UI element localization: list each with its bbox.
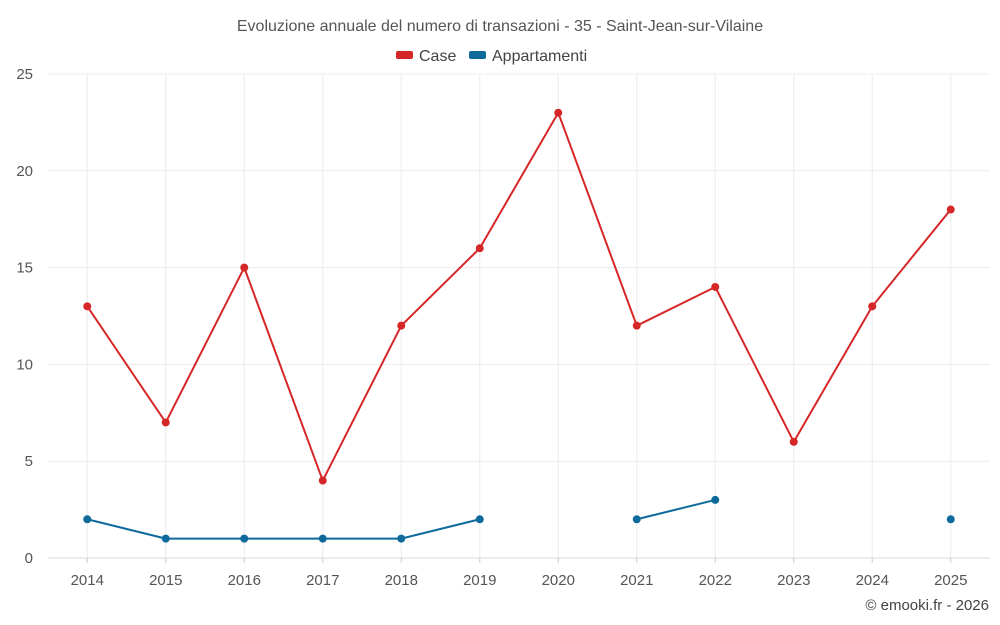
x-axis: 2014 2015 2016 2017 2018 2019 2020 2021 2022 2023… [48,557,990,589]
y-tick-label: 0 [25,550,33,567]
legend: Case Appartamenti [396,48,587,65]
data-point[interactable] [711,282,720,291]
data-point[interactable] [318,534,327,543]
x-tick-label: 2024 [856,572,889,589]
x-tick-label: 2023 [777,572,810,589]
x-tick-label: 2020 [542,572,575,589]
y-tick-label: 5 [25,453,33,470]
legend-swatch-appartamenti [469,51,486,59]
series-line [636,498,716,521]
data-point[interactable] [161,534,170,543]
x-tick-label: 2014 [71,572,104,589]
credit-text: © emooki.fr - 2026 [865,597,989,614]
x-tick-label: 2021 [620,572,653,589]
data-point[interactable] [946,515,955,524]
data-point[interactable] [711,495,720,504]
y-tick-label: 25 [16,66,33,83]
series-appartamenti [83,495,955,543]
series-line [87,518,480,540]
plot-area [83,108,955,543]
data-point[interactable] [83,515,92,524]
x-tick-label: 2018 [385,572,418,589]
legend-label-case: Case [419,48,456,65]
data-point[interactable] [397,321,406,330]
y-tick-label: 10 [16,356,33,373]
data-point[interactable] [161,418,170,427]
data-point[interactable] [868,302,877,311]
x-tick-label: 2016 [228,572,261,589]
legend-label-appartamenti: Appartamenti [492,48,587,65]
series-case [83,108,955,485]
data-point[interactable] [632,515,641,524]
legend-item-case[interactable]: Case [396,48,456,65]
data-point[interactable] [397,534,406,543]
data-point[interactable] [475,515,484,524]
y-axis: 0 5 10 15 20 25 [16,66,33,567]
data-point[interactable] [946,205,955,214]
y-tick-label: 15 [16,260,33,277]
chart-title: Evoluzione annuale del numero di transaz… [237,18,763,35]
data-point[interactable] [789,437,798,446]
y-tick-label: 20 [16,163,33,180]
data-point[interactable] [554,108,563,117]
x-tick-label: 2015 [149,572,182,589]
x-tick-label: 2022 [699,572,732,589]
data-point[interactable] [240,534,249,543]
data-point[interactable] [83,302,92,311]
data-point[interactable] [318,476,327,485]
data-point[interactable] [475,244,484,253]
series-line [86,111,952,482]
x-tick-label: 2017 [306,572,339,589]
data-point[interactable] [632,321,641,330]
legend-item-appartamenti[interactable]: Appartamenti [469,48,587,65]
data-point[interactable] [240,263,249,272]
grid [48,73,990,558]
x-tick-label: 2025 [934,572,967,589]
legend-swatch-case [396,51,413,59]
x-tick-label: 2019 [463,572,496,589]
